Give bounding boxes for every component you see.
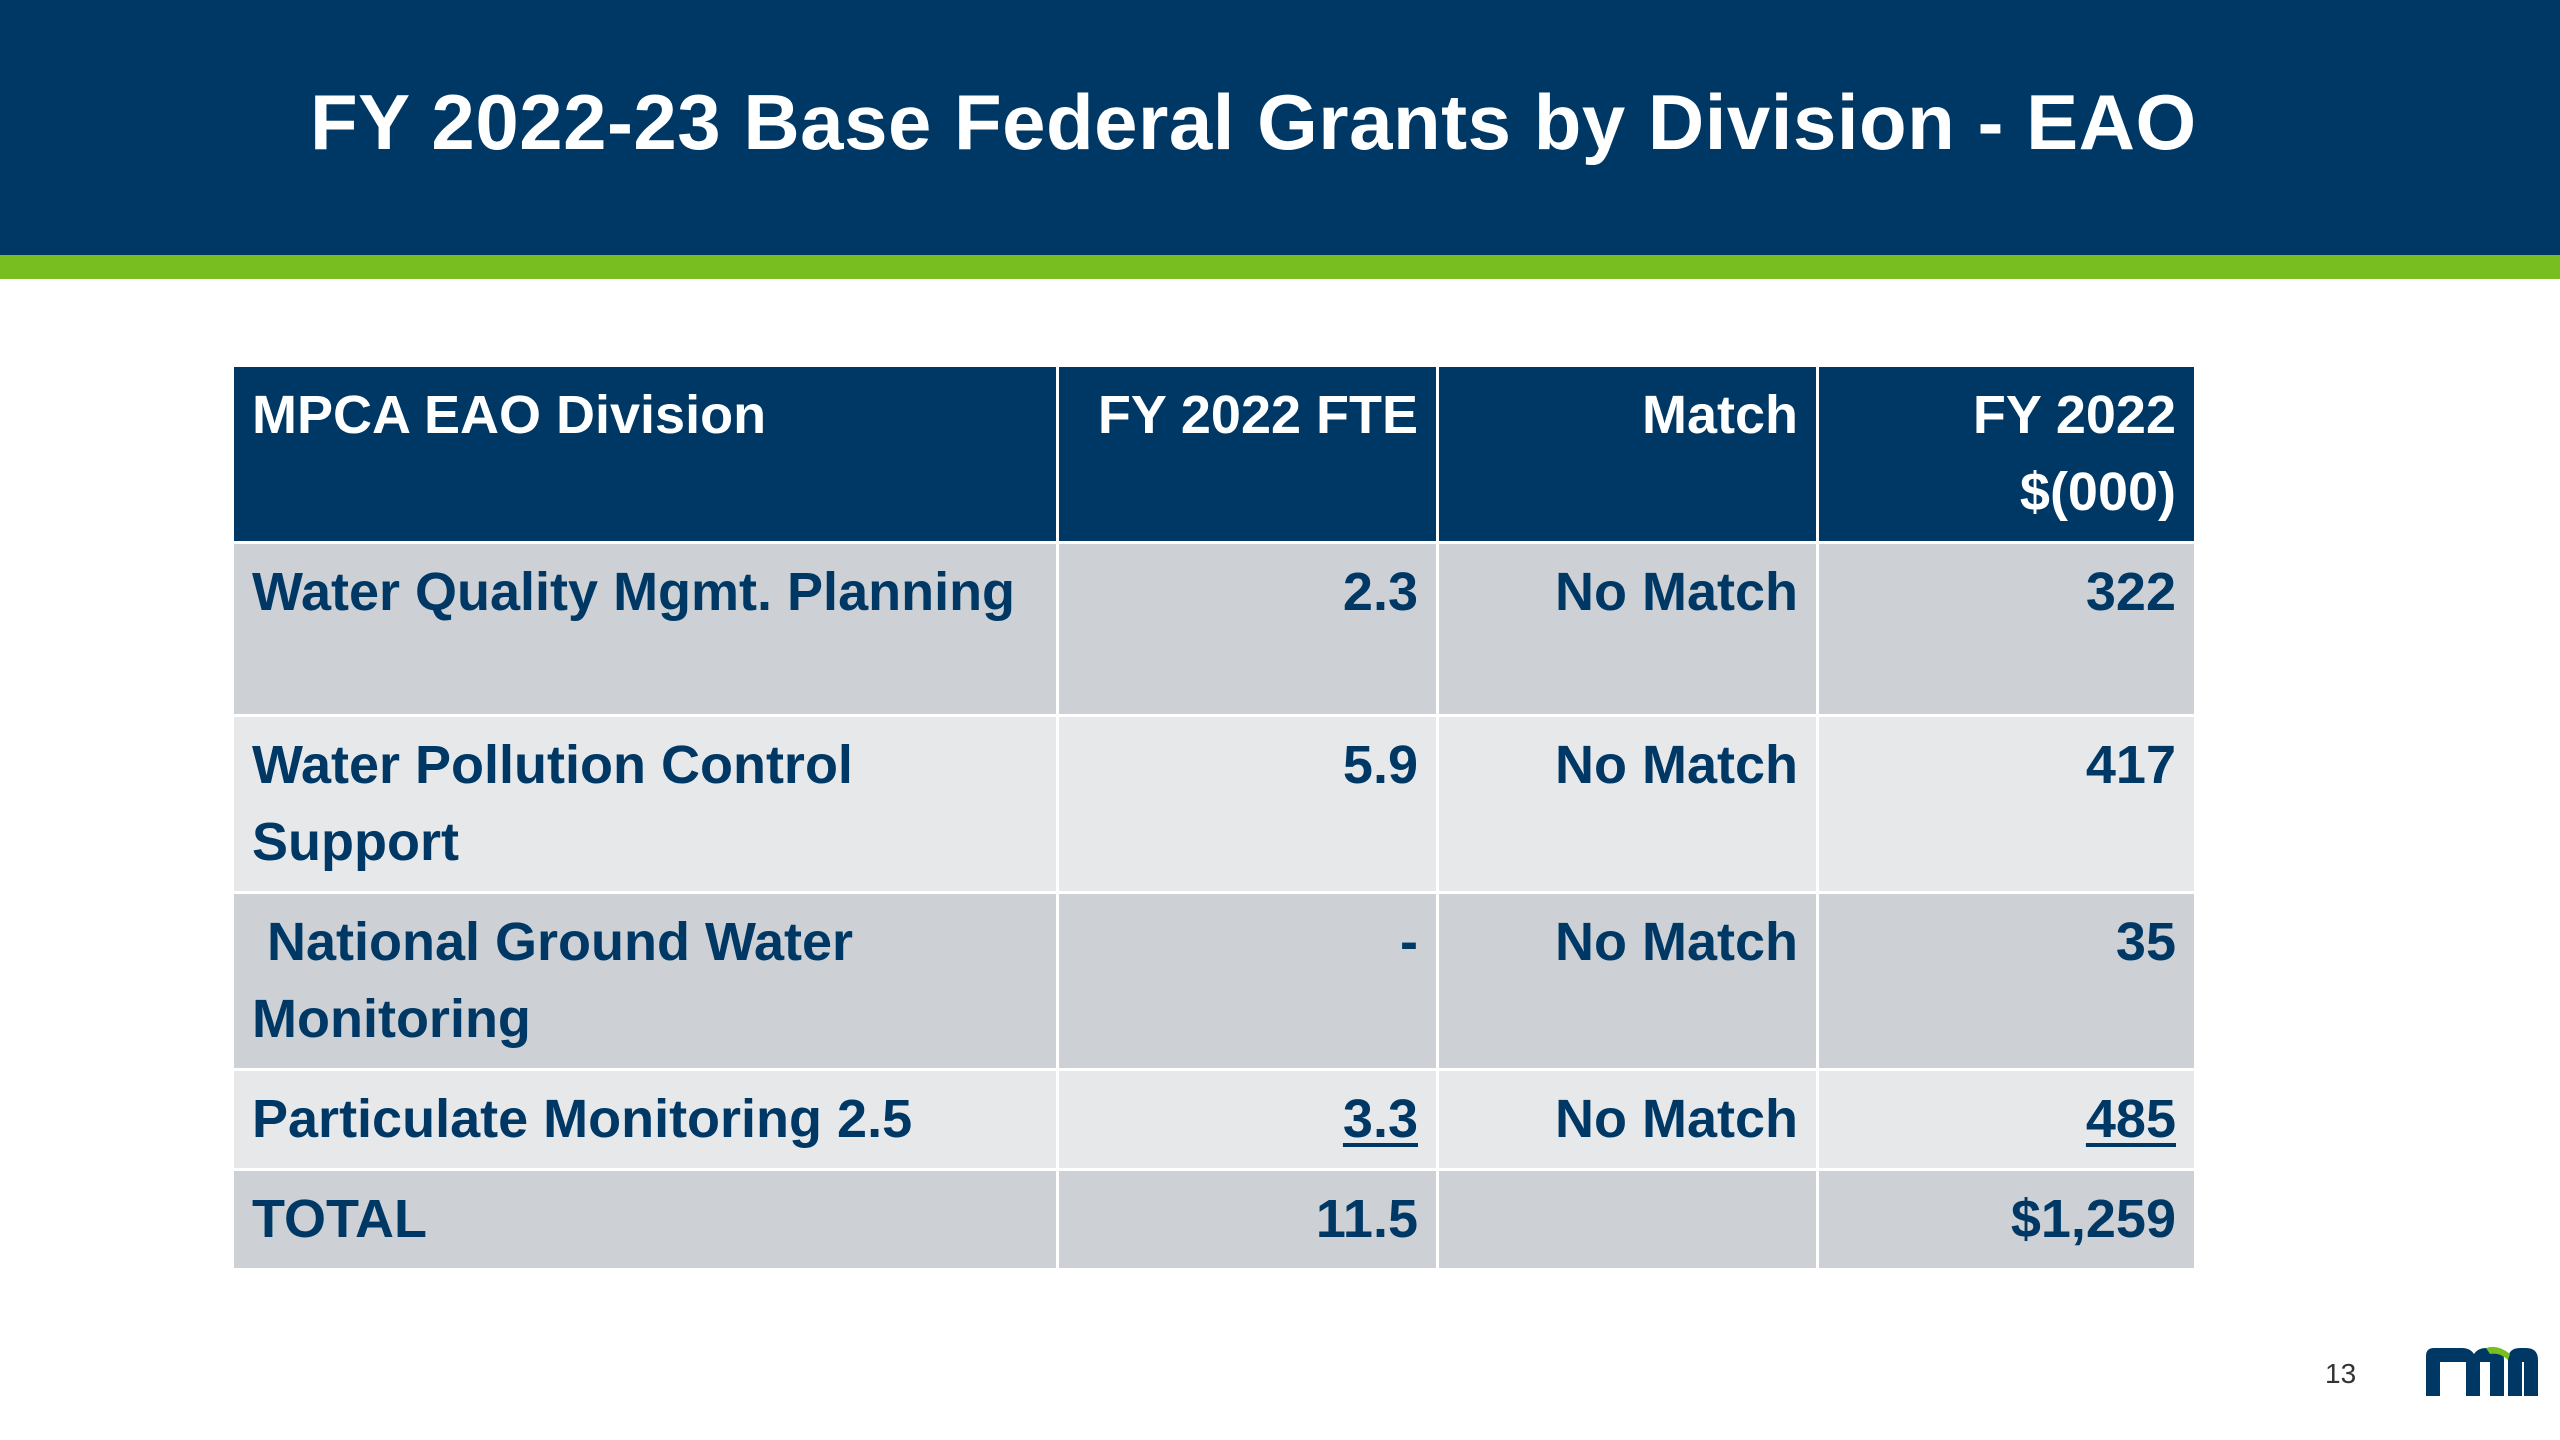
cell-amount: 322 bbox=[1819, 544, 2194, 714]
table-row: Water Quality Mgmt. Planning 2.3 No Matc… bbox=[234, 544, 2194, 714]
table-header-row: MPCA EAO Division FY 2022 FTE Match FY 2… bbox=[234, 367, 2194, 541]
header-band bbox=[0, 0, 2560, 255]
table-row: Water Pollution Control Support 5.9 No M… bbox=[234, 717, 2194, 891]
cell-amount: 485 bbox=[2085, 1089, 2176, 1149]
cell-fte: 2.3 bbox=[1059, 544, 1436, 714]
cell-amount: 417 bbox=[1819, 717, 2194, 891]
table-row: Particulate Monitoring 2.5 3.3 No Match … bbox=[234, 1071, 2194, 1168]
cell-match: No Match bbox=[1439, 717, 1816, 891]
header-fte: FY 2022 FTE bbox=[1059, 367, 1436, 541]
cell-division: Water Quality Mgmt. Planning bbox=[234, 544, 1056, 714]
total-match bbox=[1439, 1171, 1816, 1268]
page-number: 13 bbox=[2325, 1358, 2357, 1389]
cell-division: National Ground Water Monitoring bbox=[234, 894, 1056, 1068]
cell-match: No Match bbox=[1439, 894, 1816, 1068]
cell-fte-wrap: 3.3 bbox=[1059, 1071, 1436, 1168]
table-row: National Ground Water Monitoring - No Ma… bbox=[234, 894, 2194, 1068]
minnesota-logo bbox=[2426, 1346, 2538, 1396]
cell-division: Particulate Monitoring 2.5 bbox=[234, 1071, 1056, 1168]
cell-division: Water Pollution Control Support bbox=[234, 717, 1056, 891]
cell-amount: 35 bbox=[1819, 894, 2194, 1068]
cell-fte: 3.3 bbox=[1342, 1089, 1418, 1149]
total-fte: 11.5 bbox=[1059, 1171, 1436, 1268]
cell-amount-wrap: 485 bbox=[1819, 1071, 2194, 1168]
cell-match: No Match bbox=[1439, 544, 1816, 714]
total-row: TOTAL 11.5 $1,259 bbox=[234, 1171, 2194, 1268]
header-amount: FY 2022 $(000) bbox=[1819, 367, 2194, 541]
slide-title: FY 2022-23 Base Federal Grants by Divisi… bbox=[310, 78, 2197, 166]
cell-match: No Match bbox=[1439, 1071, 1816, 1168]
header-match: Match bbox=[1439, 367, 1816, 541]
total-label: TOTAL bbox=[234, 1171, 1056, 1268]
total-amount: $1,259 bbox=[1819, 1171, 2194, 1268]
cell-fte: 5.9 bbox=[1059, 717, 1436, 891]
cell-fte: - bbox=[1059, 894, 1436, 1068]
accent-stripe bbox=[0, 255, 2560, 279]
header-division: MPCA EAO Division bbox=[234, 367, 1056, 541]
grants-table: MPCA EAO Division FY 2022 FTE Match FY 2… bbox=[231, 364, 2197, 1271]
